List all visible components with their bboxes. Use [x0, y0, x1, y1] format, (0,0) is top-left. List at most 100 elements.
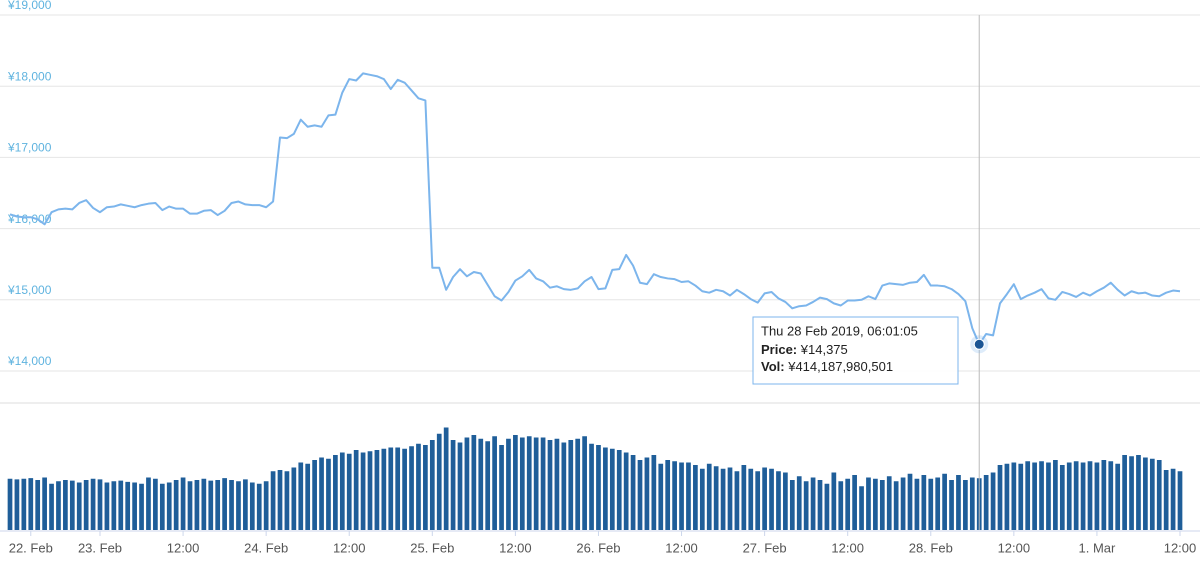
volume-bar: [776, 471, 781, 530]
volume-bar: [1073, 461, 1079, 530]
volume-bar: [762, 467, 767, 530]
volume-bar: [963, 480, 968, 530]
x-tick-label: 12:00: [499, 540, 532, 555]
volume-bar: [1156, 460, 1162, 530]
volume-bar: [789, 480, 795, 530]
volume-bar: [277, 470, 283, 530]
volume-bar: [1170, 468, 1176, 530]
volume-bar: [783, 472, 788, 530]
volume-bar: [305, 463, 311, 530]
price-line: [9, 15, 1181, 530]
volume-bar: [436, 433, 442, 530]
tooltip-label: Price:: [761, 342, 797, 357]
volume-bar: [796, 476, 802, 530]
volume-bar: [1115, 463, 1121, 530]
volume-bar: [319, 457, 324, 530]
volume-bar: [616, 450, 622, 530]
volume-bar: [118, 480, 124, 530]
x-tick-label: 23. Feb: [78, 540, 122, 555]
volume-bar: [263, 481, 269, 530]
volume-bar: [748, 468, 754, 530]
volume-bar: [928, 478, 934, 530]
volume-bar: [1177, 471, 1183, 530]
volume-bar: [21, 478, 27, 530]
volume-bar: [353, 450, 359, 530]
volume-bar: [464, 437, 470, 530]
volume-bar: [83, 480, 89, 530]
volume-bar: [1046, 462, 1051, 530]
tooltip-label: Vol:: [761, 359, 785, 374]
volume-bar: [1039, 461, 1044, 530]
volume-bar: [956, 475, 961, 530]
volume-bar: [222, 478, 227, 530]
volume-bar: [907, 473, 913, 530]
volume-bar: [1080, 462, 1086, 530]
volume-bar: [291, 467, 297, 530]
volume-bar: [810, 477, 816, 530]
y-tick-label: ¥17,000: [7, 141, 52, 155]
volume-bar: [270, 471, 276, 530]
x-tick-label: 1. Mar: [1079, 540, 1117, 555]
volume-bar: [1032, 462, 1037, 530]
volume-bar: [367, 451, 373, 530]
volume-bar: [589, 443, 594, 530]
volume-bar: [533, 437, 539, 530]
volume-bar: [658, 463, 664, 530]
volume-bar: [1087, 461, 1093, 530]
volume-bar: [623, 452, 629, 530]
volume-bar: [360, 452, 366, 530]
volume-bar: [693, 465, 698, 530]
volume-bar: [713, 466, 719, 530]
tooltip-value: ¥414,187,980,501: [787, 359, 893, 374]
volume-bar: [1101, 460, 1107, 530]
volume-bar: [485, 441, 491, 530]
volume-bar: [333, 455, 338, 530]
volume-bar: [637, 460, 643, 530]
hover-marker: [973, 338, 985, 350]
tooltip: Thu 28 Feb 2019, 06:01:05 Price: ¥14,375…: [752, 316, 959, 385]
volume-bar: [1143, 457, 1148, 530]
x-tick-label: 27. Feb: [743, 540, 787, 555]
volume-bar: [201, 478, 207, 530]
volume-bar: [443, 427, 449, 530]
volume-bar: [1066, 462, 1072, 530]
volume-bar: [900, 477, 906, 530]
tooltip-row: Price: ¥14,375: [761, 342, 848, 357]
volume-bar: [471, 435, 477, 530]
volume-bar: [727, 467, 733, 530]
volume-bar: [56, 481, 61, 530]
tooltip-date: Thu 28 Feb 2019, 06:01:05: [761, 323, 918, 338]
volume-bar: [249, 482, 255, 530]
x-tick-label: 12:00: [1164, 540, 1197, 555]
x-tick-labels: 22. Feb 23. Feb 12:00 24. Feb 12:00 25. Feb 12…: [9, 531, 1197, 555]
volume-bar: [35, 480, 41, 530]
volume-bar: [284, 471, 290, 530]
volume-bar: [499, 445, 504, 530]
volume-bar: [111, 481, 117, 530]
volume-bar: [706, 463, 712, 530]
volume-bar: [983, 475, 989, 530]
volume-bar: [478, 438, 484, 530]
volume-bar: [215, 480, 221, 530]
x-tick-label: 28. Feb: [909, 540, 953, 555]
tooltip-row: Vol: ¥414,187,980,501: [761, 359, 893, 374]
volume-bar: [817, 480, 823, 530]
volume-bar: [1053, 460, 1058, 530]
volume-bar: [935, 477, 941, 530]
volume-bar: [1122, 455, 1127, 530]
volume-bar: [1094, 462, 1100, 530]
volume-bar: [492, 436, 497, 530]
x-tick-label: 24. Feb: [244, 540, 288, 555]
volume-bar: [845, 478, 851, 530]
volume-bar: [1011, 462, 1017, 530]
volume-bar: [506, 438, 511, 530]
volume-bar: [824, 483, 830, 530]
volume-bar: [395, 447, 401, 530]
volume-bar: [132, 482, 137, 530]
volume-bar: [159, 483, 165, 530]
volume-bar: [665, 460, 671, 530]
volume-bar: [326, 458, 331, 530]
volume-bar: [166, 482, 172, 530]
volume-bar: [381, 448, 387, 530]
volume-bar: [547, 440, 553, 530]
